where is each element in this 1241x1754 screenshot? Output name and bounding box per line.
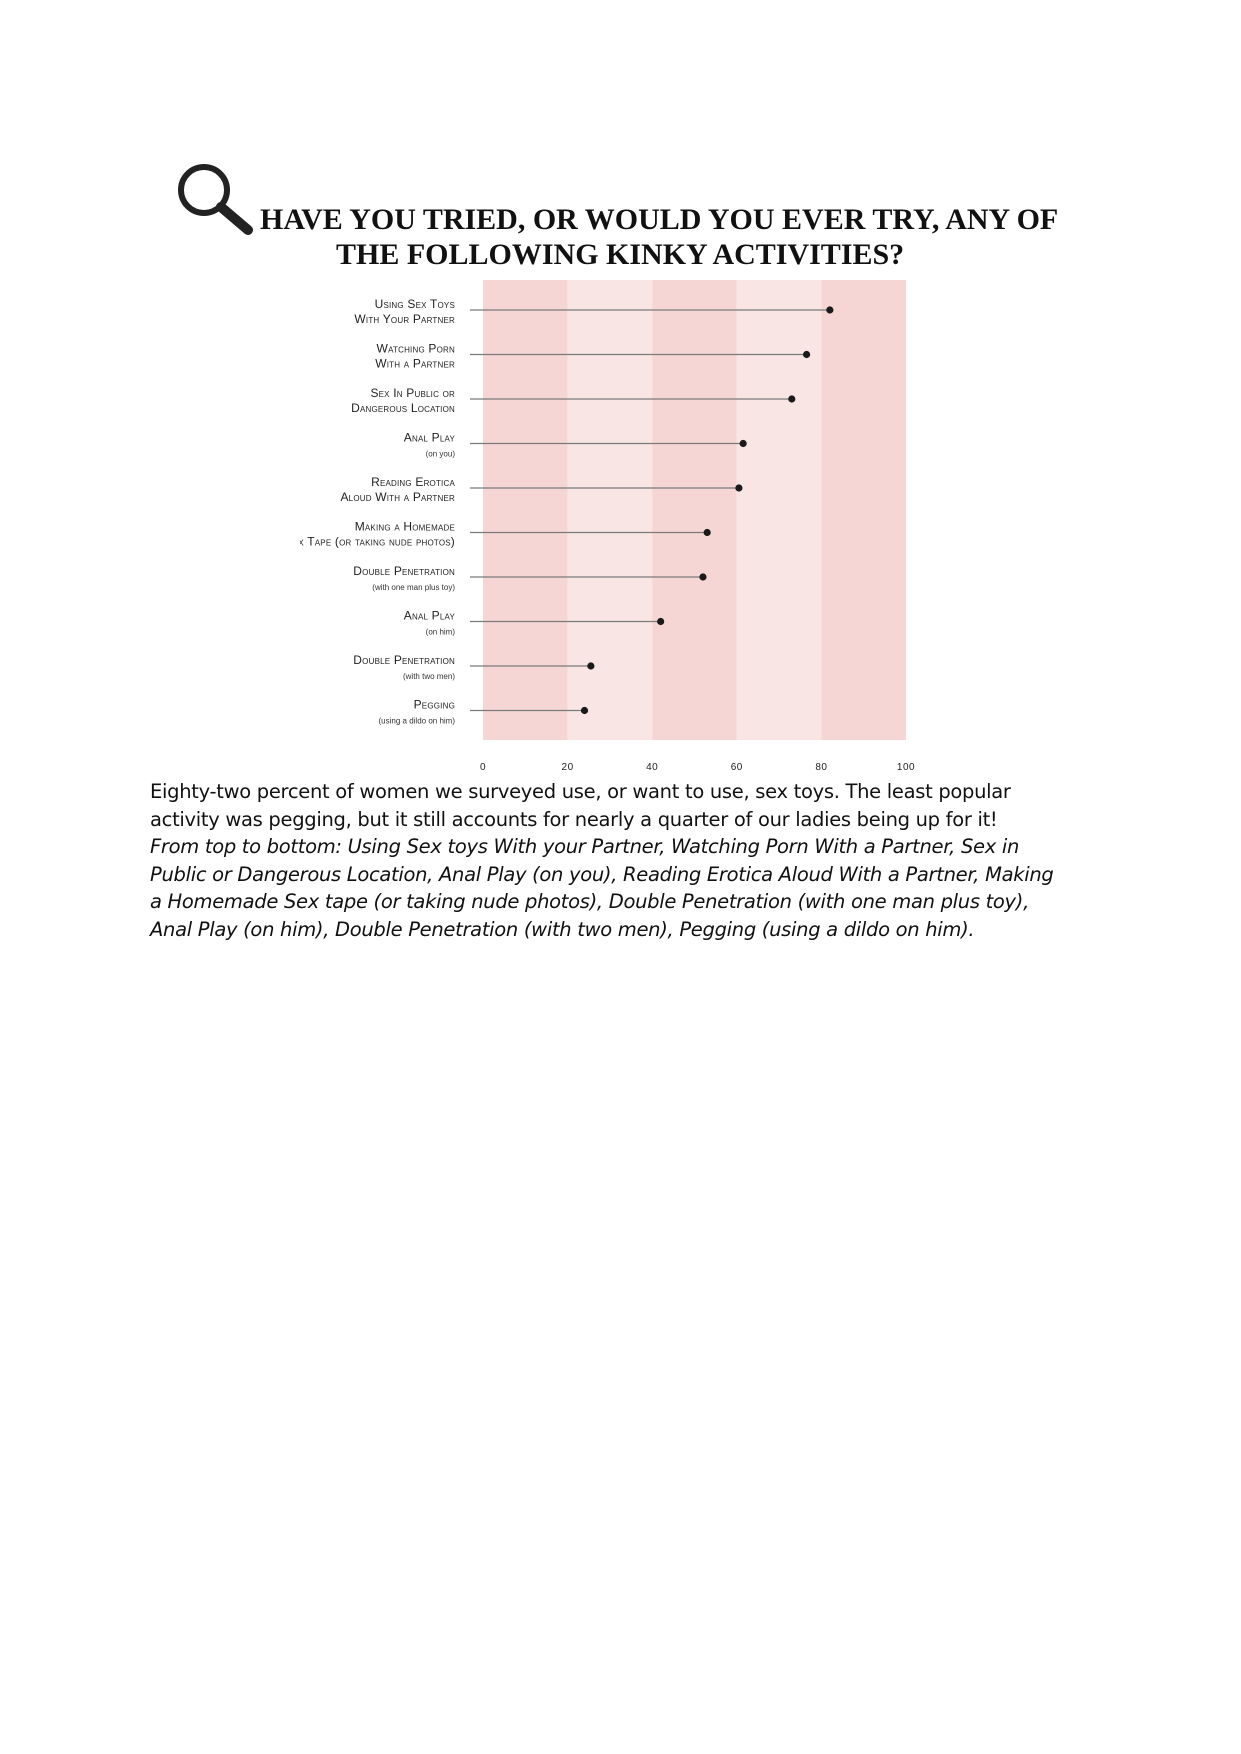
chart-band	[821, 280, 906, 740]
lollipop-dot	[739, 439, 747, 448]
category-sublabel: (with two men)	[403, 672, 455, 681]
x-tick-label: 100	[897, 762, 915, 773]
category-sublabel: With a Partner	[375, 357, 455, 371]
chart-caption: Eighty-two percent of women we surveyed …	[150, 778, 1070, 943]
lollipop-dot	[587, 662, 595, 670]
category-sublabel: (on him)	[426, 628, 456, 637]
category-sublabel: Aloud With a Partner	[340, 490, 455, 504]
caption-summary: Eighty-two percent of women we surveyed …	[150, 780, 1011, 831]
category-label: Anal Play	[404, 609, 456, 623]
category-label: Double Penetration	[353, 653, 455, 667]
chart-title-line-1: HAVE YOU TRIED, OR WOULD YOU EVER TRY, A…	[260, 203, 1059, 236]
x-tick-label: 0	[480, 762, 486, 773]
category-sublabel: With Your Partner	[354, 312, 455, 326]
x-tick-label: 60	[731, 762, 743, 773]
category-label: Reading Erotica	[371, 475, 455, 489]
category-sublabel: Sex Tape (or taking nude photos)	[300, 535, 455, 549]
category-label: Watching Porn	[377, 342, 455, 356]
category-label: Anal Play	[404, 431, 456, 445]
caption-description: From top to bottom: Using Sex toys With …	[150, 835, 1054, 941]
chart-title-line-2: THE FOLLOWING KINKY ACTIVITIES?	[336, 238, 905, 271]
chart-band	[483, 280, 568, 740]
lollipop-dot	[735, 484, 743, 492]
search-icon	[178, 164, 253, 235]
lollipop-dot	[580, 706, 589, 715]
lollipop-dot	[703, 528, 711, 537]
chart-band	[736, 280, 822, 740]
category-sublabel: (on you)	[426, 450, 456, 459]
category-sublabel: (using a dildo on him)	[379, 717, 456, 726]
lollipop-dot	[699, 573, 707, 581]
category-label: Using Sex Toys	[375, 297, 455, 311]
lollipop-chart: Using Sex Toys With Your Partner Watching …	[300, 280, 940, 780]
lollipop-dot	[802, 350, 811, 359]
category-label: Double Penetration	[353, 564, 455, 578]
category-sublabel: (with one man plus toy)	[372, 583, 455, 592]
chart-title-block: HAVE YOU TRIED, OR WOULD YOU EVER TRY, A…	[170, 160, 1090, 280]
category-label: Sex In Public or	[370, 386, 455, 400]
chart-band	[567, 280, 653, 740]
lollipop-dot	[826, 306, 834, 314]
category-label: Pegging	[414, 698, 455, 712]
chart-band	[652, 280, 737, 740]
category-sublabel: Dangerous Location	[351, 401, 455, 415]
lollipop-dot	[657, 617, 665, 626]
category-label: Making a Homemade	[355, 520, 455, 534]
x-tick-label: 80	[815, 762, 827, 773]
x-tick-label: 40	[646, 762, 658, 773]
lollipop-dot	[788, 395, 796, 403]
x-tick-label: 20	[562, 762, 574, 773]
